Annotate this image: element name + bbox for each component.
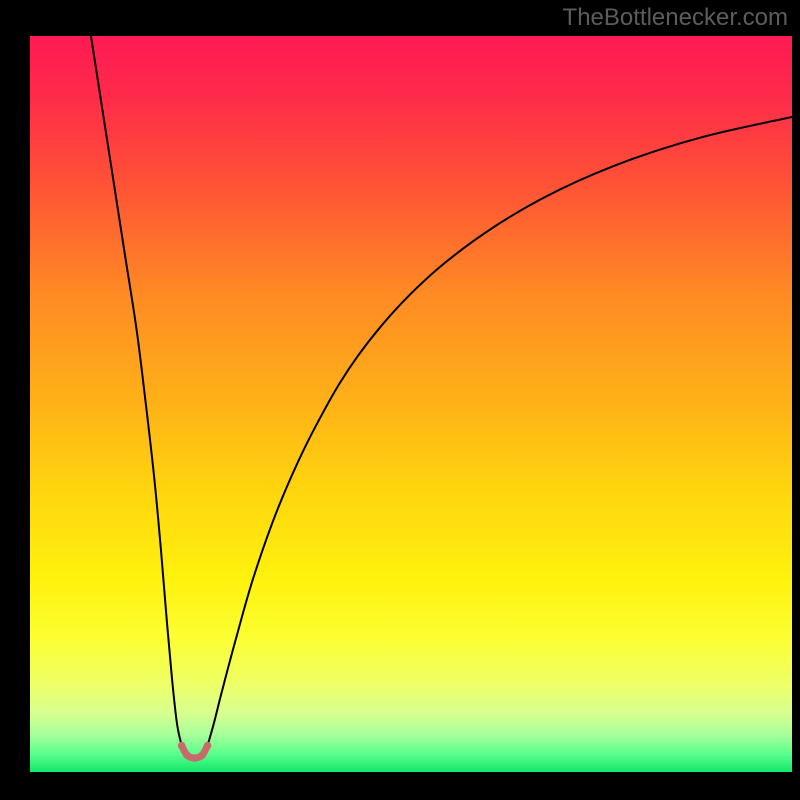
watermark-text: TheBottlenecker.com [563,4,788,32]
chart-svg [30,36,792,772]
curve-left [91,36,182,746]
chart-area [30,36,792,772]
valley-marker-dot [178,742,186,750]
curve-right [208,117,792,746]
valley-marker-dot [191,754,199,762]
valley-marker-dot [204,742,212,750]
valley-marker-dot [183,751,191,759]
valley-marker-dot [198,751,206,759]
